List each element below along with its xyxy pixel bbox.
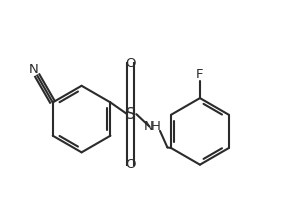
Text: N: N [144,120,154,133]
Text: O: O [126,158,136,171]
Text: S: S [126,107,135,122]
Text: F: F [196,68,204,81]
Text: H: H [151,120,160,133]
Text: N: N [29,64,39,76]
Text: O: O [126,57,136,70]
